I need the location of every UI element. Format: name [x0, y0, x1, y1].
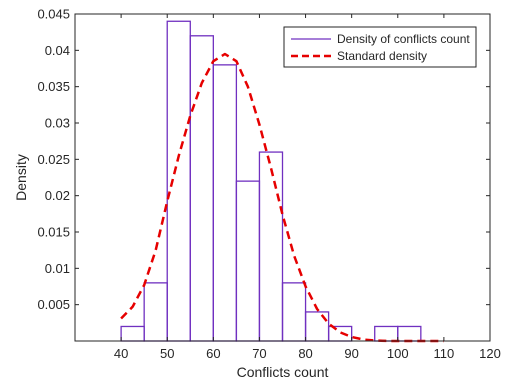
- histogram-bar: [143, 282, 168, 342]
- x-tick-label: 120: [479, 346, 501, 361]
- density-curve-layer: [120, 52, 444, 343]
- y-tick-label: 0.035: [37, 79, 70, 94]
- y-axis-label: Density: [13, 154, 29, 201]
- histogram-bar: [235, 180, 261, 342]
- legend-label-histogram: Density of conflicts count: [337, 32, 470, 46]
- histogram-bar: [212, 64, 238, 342]
- histogram-bar: [374, 325, 399, 342]
- histogram-bar: [258, 151, 284, 342]
- y-tick-label: 0.045: [37, 7, 70, 22]
- y-tick-label: 0.04: [45, 43, 70, 58]
- histogram-bar: [120, 325, 145, 342]
- x-tick-label: 100: [387, 346, 409, 361]
- y-tick-label: 0.01: [45, 261, 70, 276]
- y-tick-label: 0.025: [37, 152, 70, 167]
- plot-frame: [74, 13, 491, 342]
- x-tick-label: 40: [114, 346, 128, 361]
- histogram-bar: [397, 325, 422, 342]
- histogram-bar: [304, 311, 330, 342]
- histogram-bars: [120, 20, 422, 342]
- density-curve: [120, 52, 444, 343]
- x-tick-label: 90: [344, 346, 358, 361]
- x-tick-label: 60: [206, 346, 220, 361]
- x-tick-label: 80: [298, 346, 312, 361]
- histogram-bar: [281, 282, 307, 342]
- legend-label-density: Standard density: [337, 49, 427, 63]
- x-tick-label: 50: [160, 346, 174, 361]
- y-tick-label: 0.02: [45, 188, 70, 203]
- x-tick-label: 70: [252, 346, 266, 361]
- x-axis-label: Conflicts count: [237, 364, 329, 380]
- y-tick-label: 0.015: [37, 225, 70, 240]
- legend-box: [283, 26, 477, 68]
- axis-ticks: 40 50 60 70 80 90 100 110 120 0.005 0.01 0.015 0.02 0…: [37, 7, 500, 362]
- x-tick-label: 110: [434, 346, 455, 361]
- histogram-bar: [327, 325, 353, 342]
- y-tick-label: 0.03: [45, 116, 70, 131]
- y-tick-label: 0.005: [37, 297, 70, 312]
- histogram-bar: [166, 20, 191, 342]
- legend: Density of conflicts count Standard dens…: [283, 26, 477, 68]
